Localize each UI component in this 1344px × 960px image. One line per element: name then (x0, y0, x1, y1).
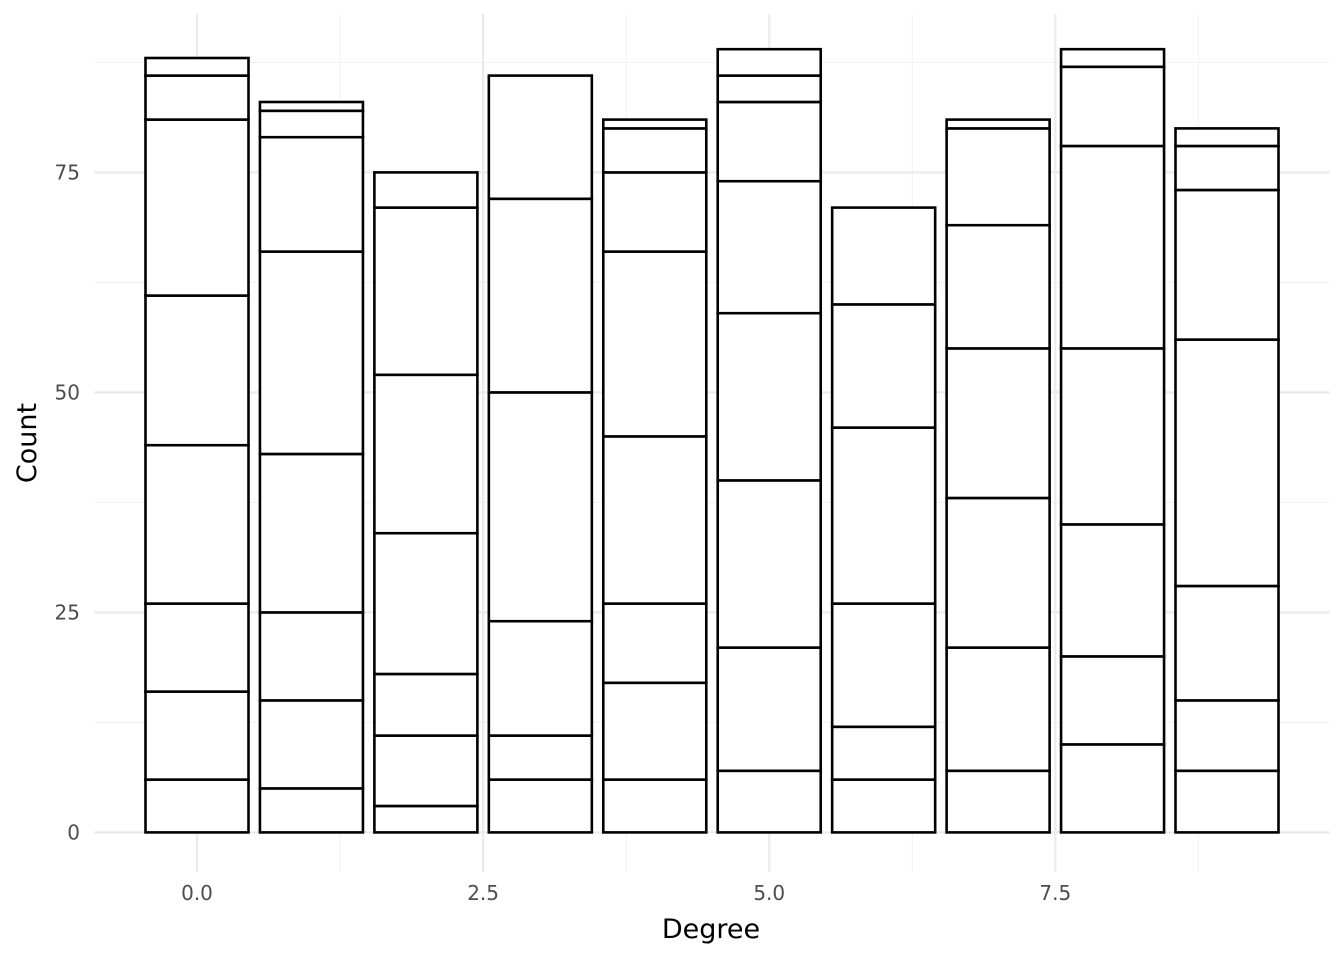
bar-stack (601, 118, 708, 834)
bar-segment (716, 179, 823, 315)
bar-segment (258, 699, 365, 790)
bar-stack (373, 171, 479, 834)
y-tick-label: 75 (55, 160, 80, 184)
bar-segment (601, 250, 708, 438)
x-tick-label: 2.5 (467, 881, 499, 905)
bar-segment (373, 734, 479, 808)
bar-segment (144, 56, 250, 77)
bar-segment (1174, 584, 1280, 702)
bar-segment (373, 373, 479, 535)
bar-segment (487, 197, 594, 394)
bar-segment (601, 778, 708, 834)
bar-segment (258, 135, 365, 253)
y-tick-label: 0 (67, 820, 80, 844)
bar-segment (830, 303, 937, 429)
bar-segment (373, 531, 479, 676)
bar-stack (487, 74, 594, 834)
bar-segment (487, 734, 594, 781)
bar-segment (487, 74, 594, 201)
bar-stack (144, 56, 250, 834)
bar-segment (830, 725, 937, 781)
bar-segment (373, 804, 479, 834)
bar-segment (1059, 65, 1166, 148)
bar-segment (144, 74, 250, 121)
bar-segment (1059, 47, 1166, 69)
y-tick-label: 25 (55, 600, 80, 624)
bar-segment (144, 443, 250, 605)
bar-stack (258, 100, 365, 834)
bar-segment (601, 118, 708, 130)
bar-segment (945, 646, 1051, 773)
bar-segment (1174, 338, 1280, 588)
bar-segment (487, 391, 594, 623)
bar-segment (258, 100, 365, 113)
bar-segment (1059, 655, 1166, 746)
bar-segment (144, 690, 250, 781)
bar-segment (1059, 743, 1166, 834)
bar-segment (1174, 188, 1280, 341)
bar-segment (258, 109, 365, 139)
bar-segment (1059, 347, 1166, 526)
bar-segment (487, 778, 594, 834)
bar-segment (830, 602, 937, 729)
bar-segment (830, 206, 937, 306)
x-tick-label: 5.0 (753, 881, 785, 905)
bar-segment (601, 681, 708, 781)
bar-segment (945, 347, 1051, 500)
bar-segment (258, 250, 365, 456)
bar-segment (945, 118, 1051, 130)
bar-segment (945, 496, 1051, 649)
bar-segment (144, 294, 250, 447)
bar-segment (716, 100, 823, 183)
x-tick-label: 7.5 (1039, 881, 1071, 905)
y-tick-label: 50 (55, 380, 80, 404)
bar-segment (373, 206, 479, 377)
bar-segment (716, 646, 823, 773)
bar-segment (601, 435, 708, 605)
bar-segment (487, 619, 594, 737)
bar-stack (945, 118, 1051, 834)
bar-segment (144, 602, 250, 693)
bar-segment (716, 479, 823, 649)
bar-segment (716, 47, 823, 77)
bar-segment (1174, 769, 1280, 834)
y-axis-title: Count (12, 403, 43, 483)
bar-segment (258, 787, 365, 834)
bar-segment (601, 127, 708, 174)
bar-segment (601, 171, 708, 253)
x-axis-title: Degree (662, 914, 760, 945)
bar-segment (716, 769, 823, 834)
bar-segment (945, 769, 1051, 834)
bar-segment (144, 118, 250, 297)
x-tick-label: 0.0 (181, 881, 213, 905)
bar-stack (1059, 47, 1166, 834)
bar-segment (1059, 144, 1166, 350)
bar-segment (144, 778, 250, 834)
bar-stack (830, 206, 937, 834)
bar-stack (716, 47, 823, 834)
bar-segment (258, 611, 365, 702)
bar-segment (1174, 699, 1280, 773)
bar-segment (945, 223, 1051, 350)
bar-segment (830, 426, 937, 605)
bar-segment (716, 74, 823, 104)
bar-segment (830, 778, 937, 834)
bar-segment (373, 171, 479, 209)
bar-segment (945, 127, 1051, 227)
bar-stack (1174, 127, 1280, 834)
bars (144, 47, 1280, 834)
bar-segment (1174, 127, 1280, 148)
x-tick-labels: 0.0 2.5 5.0 7.5 (181, 881, 1071, 905)
bar-segment (258, 452, 365, 614)
bar-segment (1059, 523, 1166, 658)
bar-segment (373, 672, 479, 737)
bar-segment (1174, 144, 1280, 192)
bar-segment (601, 602, 708, 685)
bar-segment (716, 311, 823, 482)
y-tick-labels: 0 25 50 75 (55, 160, 80, 844)
